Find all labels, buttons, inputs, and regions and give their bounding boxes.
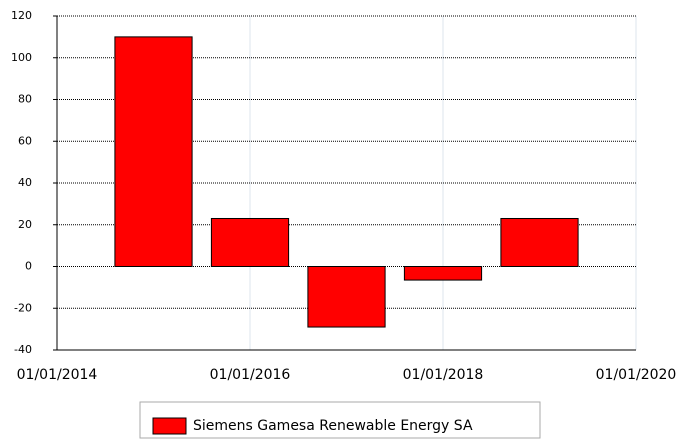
y-tick-label: 0 [25,260,32,273]
bar [403,266,483,281]
x-tick-label: 01/01/2018 [403,367,484,383]
y-tick-label: 120 [11,9,32,22]
x-tick-label: 01/01/2016 [210,367,291,383]
y-tick-label: -40 [14,343,32,356]
y-tick-label: -20 [14,301,32,314]
bar [307,266,386,328]
y-tick-label: 60 [18,134,32,147]
y-tick-label: 20 [18,218,32,231]
bar [210,217,290,268]
legend-box [139,401,541,439]
x-tick-label: 01/01/2020 [596,367,677,383]
x-tick-label: 01/01/2014 [17,367,98,383]
y-tick-label: 80 [18,93,32,106]
legend-label: Siemens Gamesa Renewable Energy SA [193,418,473,434]
bar [114,36,193,267]
y-tick-label: 100 [11,51,32,64]
y-tick-label: 40 [18,176,32,189]
bar [500,217,579,268]
legend-swatch [152,417,187,435]
